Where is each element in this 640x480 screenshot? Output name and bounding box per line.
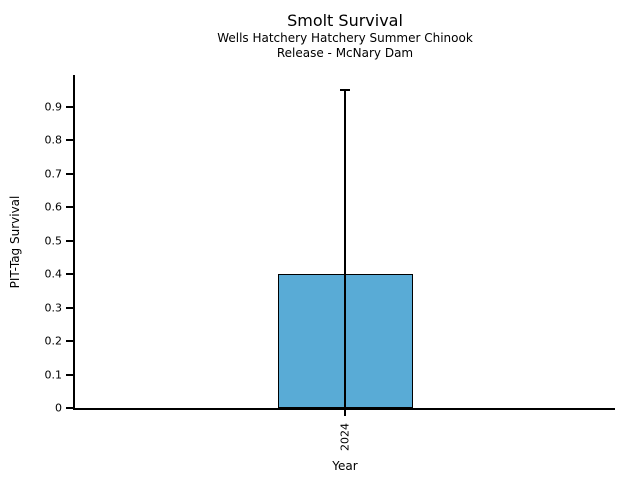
y-tick-label: 0.6 <box>44 200 63 214</box>
y-tick-mark <box>66 407 73 409</box>
y-tick-mark <box>66 273 73 276</box>
y-tick-label: 0.2 <box>44 334 63 348</box>
y-tick-mark <box>66 239 73 242</box>
y-tick-mark <box>66 373 73 376</box>
y-tick-label: 0.9 <box>44 100 63 114</box>
y-tick-mark <box>66 340 73 343</box>
y-tick-label: 0.5 <box>44 234 63 248</box>
y-tick-mark <box>66 206 73 209</box>
y-tick-label: 0.1 <box>44 368 63 382</box>
y-tick-label: 0.4 <box>44 267 63 281</box>
y-axis-line <box>73 75 75 410</box>
error-bar-cap-2024 <box>340 89 350 92</box>
chart-subtitle-line1: Wells Hatchery Hatchery Summer Chinook <box>217 31 473 45</box>
x-axis-line <box>73 408 615 410</box>
chart-subtitle-line2: Release - McNary Dam <box>276 46 414 60</box>
y-tick-mark <box>66 105 73 108</box>
chart-header: Smolt Survival Wells Hatchery Hatchery S… <box>75 11 615 61</box>
x-axis-label: Year <box>332 459 358 473</box>
chart-title: Smolt Survival <box>287 11 403 30</box>
y-tick-label: 0.3 <box>44 301 63 315</box>
y-tick-label: 0 <box>55 401 62 415</box>
x-tick-mark <box>344 410 346 416</box>
x-tick-label: 2024 <box>338 423 352 451</box>
error-bar-2024 <box>344 90 346 408</box>
y-tick-mark <box>66 306 73 309</box>
y-tick-label: 0.7 <box>44 167 63 181</box>
y-tick-mark <box>66 139 73 142</box>
y-tick-mark <box>66 172 73 175</box>
y-tick-label: 0.8 <box>44 133 63 147</box>
